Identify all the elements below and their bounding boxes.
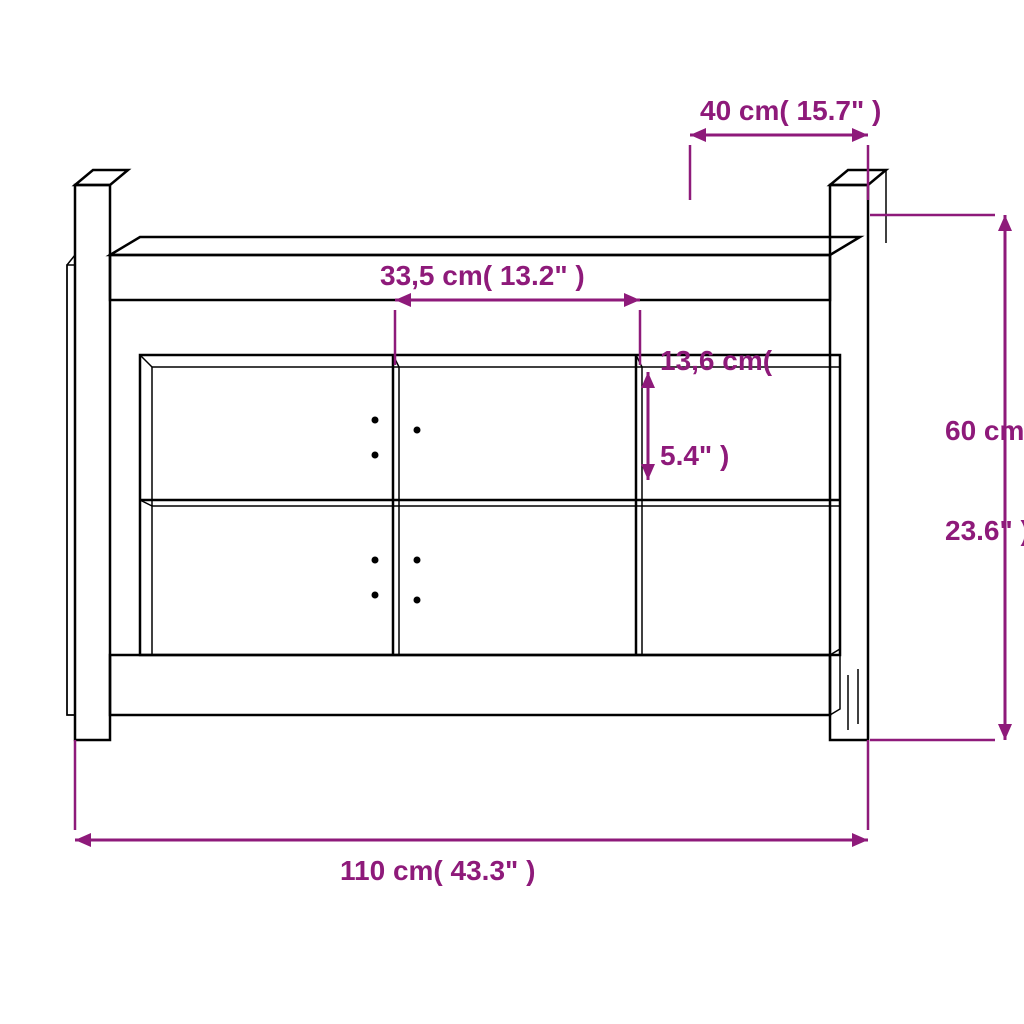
svg-text:40 cm( 15.7" ): 40 cm( 15.7" ) (700, 95, 881, 126)
svg-text:33,5 cm( 13.2" ): 33,5 cm( 13.2" ) (380, 260, 585, 291)
svg-text:60 cm(: 60 cm( (945, 415, 1024, 446)
svg-text:13,6 cm(: 13,6 cm( (660, 345, 773, 376)
svg-text:23.6" ): 23.6" ) (945, 515, 1024, 546)
svg-text:110 cm( 43.3" ): 110 cm( 43.3" ) (340, 855, 535, 886)
svg-text:5.4" ): 5.4" ) (660, 440, 729, 471)
